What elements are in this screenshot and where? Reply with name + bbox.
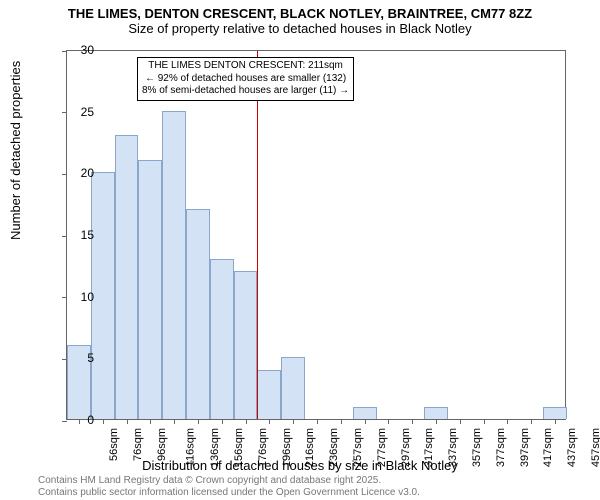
x-axis-label: Distribution of detached houses by size … xyxy=(0,458,600,473)
histogram-bar xyxy=(186,209,210,419)
xtick-label: 397sqm xyxy=(519,428,531,467)
title-main: THE LIMES, DENTON CRESCENT, BLACK NOTLEY… xyxy=(0,0,600,21)
xtick-label: 457sqm xyxy=(590,428,600,467)
plot-area: THE LIMES DENTON CRESCENT: 211sqm← 92% o… xyxy=(66,50,566,420)
xtick-label: 317sqm xyxy=(424,428,436,467)
ytick-mark xyxy=(62,297,67,298)
xtick-mark xyxy=(388,419,389,424)
annotation-line-3: 8% of semi-detached houses are larger (1… xyxy=(142,85,349,98)
xtick-mark xyxy=(103,419,104,424)
histogram-bar xyxy=(138,160,162,419)
histogram-bar xyxy=(115,135,139,419)
xtick-mark xyxy=(127,419,128,424)
xtick-mark xyxy=(460,419,461,424)
xtick-mark xyxy=(365,419,366,424)
xtick-label: 377sqm xyxy=(495,428,507,467)
ytick-label: 0 xyxy=(87,413,94,427)
ytick-label: 20 xyxy=(81,166,94,180)
xtick-label: 337sqm xyxy=(447,428,459,467)
xtick-label: 417sqm xyxy=(543,428,555,467)
xtick-mark xyxy=(531,419,532,424)
xtick-mark xyxy=(150,419,151,424)
ytick-label: 15 xyxy=(81,228,94,242)
xtick-mark xyxy=(507,419,508,424)
histogram-bar xyxy=(353,407,377,419)
xtick-label: 176sqm xyxy=(257,428,269,467)
title-sub: Size of property relative to detached ho… xyxy=(0,21,600,36)
footer-line-2: Contains public sector information licen… xyxy=(38,487,420,499)
xtick-label: 257sqm xyxy=(352,428,364,467)
xtick-label: 236sqm xyxy=(328,428,340,467)
footer-attribution: Contains HM Land Registry data © Crown c… xyxy=(38,475,420,498)
ytick-mark xyxy=(62,421,67,422)
ytick-mark xyxy=(62,174,67,175)
histogram-bar xyxy=(424,407,448,419)
xtick-label: 297sqm xyxy=(400,428,412,467)
xtick-mark xyxy=(79,419,80,424)
footer-line-1: Contains HM Land Registry data © Crown c… xyxy=(38,475,420,487)
xtick-label: 96sqm xyxy=(156,428,168,461)
xtick-label: 216sqm xyxy=(305,428,317,467)
ytick-mark xyxy=(62,112,67,113)
histogram-bar xyxy=(210,259,234,419)
xtick-mark xyxy=(174,419,175,424)
histogram-bar xyxy=(234,271,258,419)
histogram-bar xyxy=(162,111,186,419)
ytick-label: 30 xyxy=(81,43,94,57)
xtick-label: 56sqm xyxy=(108,428,120,461)
histogram-bar xyxy=(91,172,115,419)
xtick-mark xyxy=(412,419,413,424)
marker-line xyxy=(257,51,258,419)
annotation-line-1: THE LIMES DENTON CRESCENT: 211sqm xyxy=(142,60,349,73)
xtick-mark xyxy=(246,419,247,424)
xtick-label: 156sqm xyxy=(233,428,245,467)
ytick-label: 5 xyxy=(87,351,94,365)
xtick-label: 136sqm xyxy=(209,428,221,467)
ytick-mark xyxy=(62,51,67,52)
xtick-label: 116sqm xyxy=(185,428,197,466)
xtick-label: 437sqm xyxy=(566,428,578,467)
ytick-label: 10 xyxy=(81,290,94,304)
histogram-bar xyxy=(257,370,281,419)
xtick-mark xyxy=(341,419,342,424)
ytick-label: 25 xyxy=(81,105,94,119)
ytick-mark xyxy=(62,236,67,237)
xtick-mark xyxy=(198,419,199,424)
annotation-box: THE LIMES DENTON CRESCENT: 211sqm← 92% o… xyxy=(137,57,354,101)
annotation-line-2: ← 92% of detached houses are smaller (13… xyxy=(142,73,349,86)
histogram-bar xyxy=(543,407,567,419)
y-axis-label: Number of detached properties xyxy=(8,61,23,240)
xtick-label: 196sqm xyxy=(281,428,293,467)
xtick-mark xyxy=(293,419,294,424)
xtick-mark xyxy=(317,419,318,424)
xtick-label: 277sqm xyxy=(376,428,388,467)
xtick-label: 357sqm xyxy=(471,428,483,467)
xtick-label: 76sqm xyxy=(132,428,144,461)
xtick-mark xyxy=(436,419,437,424)
histogram-bar xyxy=(281,357,305,419)
xtick-mark xyxy=(269,419,270,424)
xtick-mark xyxy=(484,419,485,424)
xtick-mark xyxy=(555,419,556,424)
chart-area: THE LIMES DENTON CRESCENT: 211sqm← 92% o… xyxy=(66,50,566,420)
xtick-mark xyxy=(222,419,223,424)
